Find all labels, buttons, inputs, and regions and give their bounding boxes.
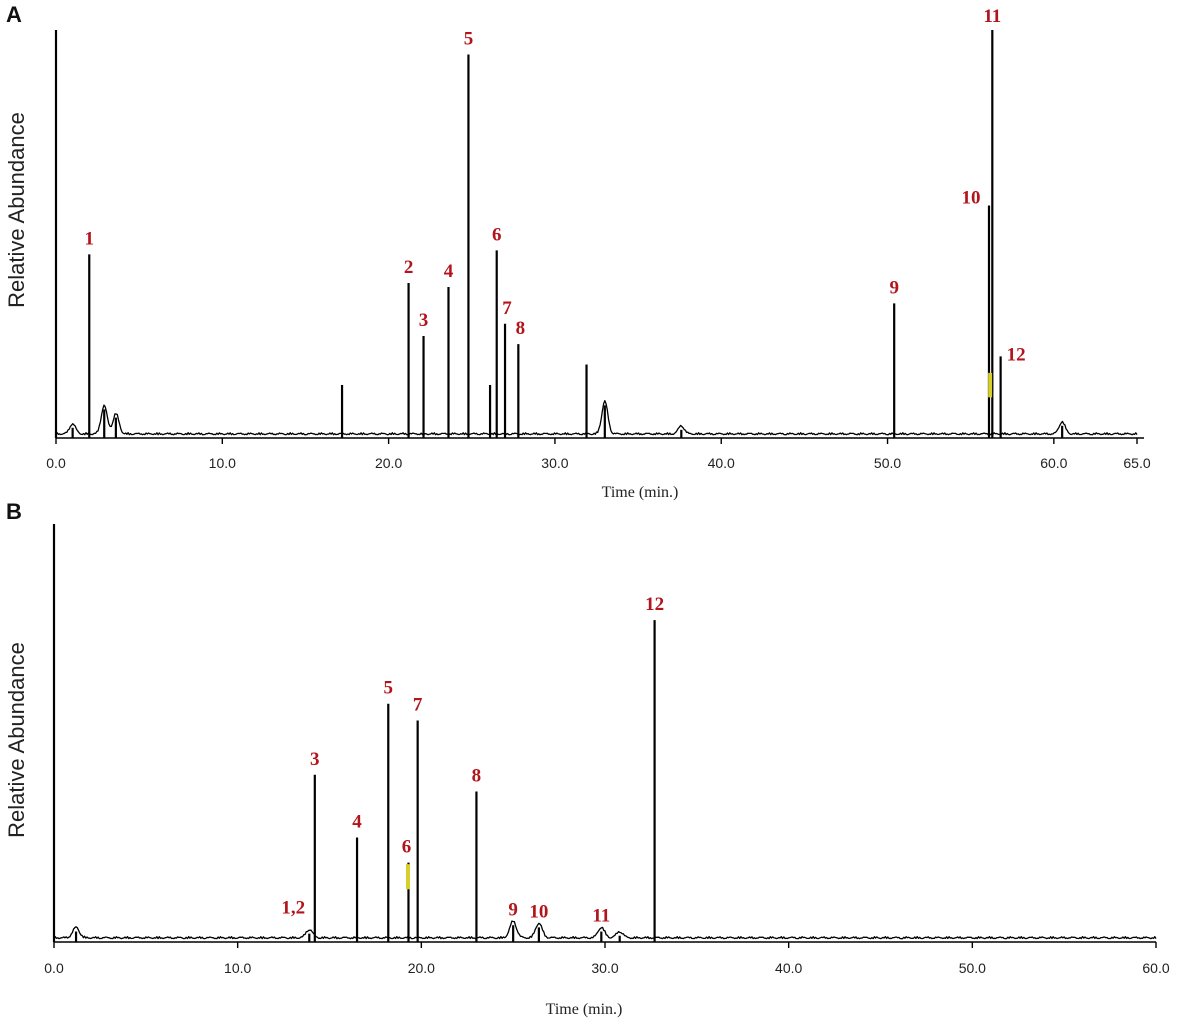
panel-b-peak-label-4: 4: [352, 812, 362, 833]
panel-a-x-ticks: 0.0 10.0 20.0 30.0 40.0 50.0 60.0 65.0: [46, 438, 1151, 471]
panel-letter-b: B: [6, 499, 22, 524]
panel-b-x-ticks: 0.0 10.0 20.0 30.0 40.0 50.0 60.0: [44, 942, 1170, 976]
panel-b-x-tick-label-5: 50.0: [959, 960, 986, 976]
panel-b-peak-label-5: 5: [384, 678, 394, 699]
panel-b-x-tick-label-6: 60.0: [1142, 960, 1169, 976]
panel-a-peak-label-10: 10: [961, 187, 980, 208]
panel-a-peak-label-1: 1: [85, 228, 95, 249]
panel-a-x-tick-label-7: 65.0: [1123, 455, 1150, 471]
panel-a-peak-label-5: 5: [464, 28, 474, 49]
panel-b-peak-label-11: 11: [592, 906, 610, 927]
panel-a-peak-label-6: 6: [492, 224, 502, 245]
panel-b-x-axis-label: Time (min.): [546, 1001, 623, 1018]
panel-a-peak-label-4: 4: [444, 261, 454, 282]
panel-a-peak-label-2: 2: [404, 257, 414, 278]
panel-b-peak-label-3: 3: [310, 749, 320, 770]
panel-a-peak-label-8: 8: [516, 318, 526, 339]
panel-a-y-axis-label: Relative Abundance: [4, 112, 29, 308]
panel-b-peak-label-6: 6: [402, 837, 412, 858]
panel-a-peak-label-9: 9: [889, 277, 899, 298]
panel-b-x-tick-label-0: 0.0: [44, 960, 64, 976]
panel-a-peak-label-11: 11: [983, 6, 1001, 27]
panel-b-peak-label-12: 12: [645, 594, 664, 615]
panel-a-x-tick-label-5: 50.0: [874, 455, 901, 471]
panel-a-peak-label-12: 12: [1007, 344, 1026, 365]
panel-letter-a: A: [6, 2, 22, 27]
panel-a-x-tick-label-3: 30.0: [541, 455, 568, 471]
panel-a-x-tick-label-6: 60.0: [1040, 455, 1067, 471]
panel-b-y-axis-label: Relative Abundance: [4, 642, 29, 838]
panel-b-peak-label-1-2: 1,2: [281, 898, 305, 919]
panel-a-x-axis-label: Time (min.): [602, 484, 679, 501]
panel-b-peak-label-7: 7: [413, 694, 423, 715]
panel-b-x-tick-label-3: 30.0: [591, 960, 618, 976]
panel-a-peak-label-7: 7: [502, 298, 512, 319]
panel-b-peak-label-8: 8: [472, 766, 482, 787]
panel-a-x-tick-label-2: 20.0: [375, 455, 402, 471]
panel-b-x-tick-label-1: 10.0: [224, 960, 251, 976]
panel-b-highlight-mark-0: [405, 864, 410, 890]
panel-a-x-tick-label-4: 40.0: [708, 455, 735, 471]
panel-a-highlight-mark-0: [988, 372, 993, 398]
panel-b-baseline-trace: [53, 920, 1157, 940]
panel-b: B Relative Abundance 1,2 3 4 5 6 7 8 9 10 11 12 0.…: [4, 499, 1170, 1018]
panel-a-baseline-trace: [55, 400, 1138, 436]
panel-b-peak-label-9: 9: [508, 899, 518, 920]
panel-a-x-tick-label-1: 10.0: [209, 455, 236, 471]
panel-b-plot-area: 1,2 3 4 5 6 7 8 9 10 11 12: [52, 524, 1157, 942]
panel-a-peak-label-3: 3: [419, 310, 429, 331]
panel-b-x-tick-label-2: 20.0: [408, 960, 435, 976]
panel-b-peak-label-10: 10: [529, 901, 548, 922]
panel-b-x-tick-label-4: 40.0: [775, 960, 802, 976]
panel-a-x-tick-label-0: 0.0: [46, 455, 66, 471]
